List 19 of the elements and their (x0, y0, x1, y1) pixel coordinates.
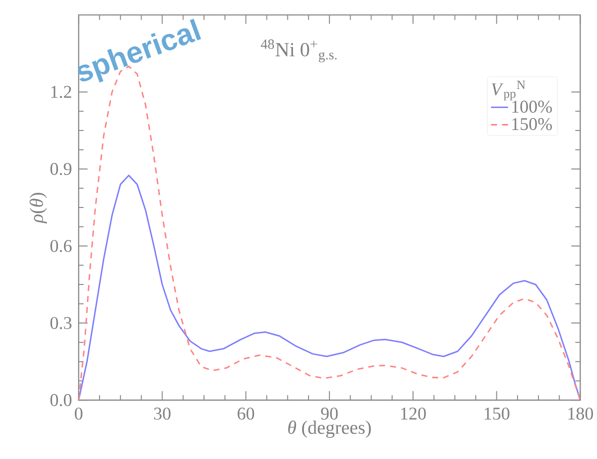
x-tick-label: 0 (74, 408, 82, 420)
y-tick-label: 0.3 (50, 317, 72, 330)
line-series (78, 174, 580, 400)
x-axis-title: θ (degrees) (288, 420, 371, 438)
y-tick-label: 1.2 (51, 86, 72, 98)
y-axis-title: ρ(θ) (30, 192, 47, 224)
y-tick-label: 0.9 (50, 163, 72, 176)
x-tick-label: 60 (238, 408, 254, 420)
x-tick-label: 180 (568, 408, 593, 420)
x-tick-label: 90 (321, 408, 338, 420)
y-tick-label: 0.6 (50, 240, 72, 252)
legend-title: V$_{pp}$N (492, 80, 526, 101)
y-tick-label: 0.0 (50, 394, 72, 406)
x-tick-label: 30 (154, 408, 171, 420)
legend-label: 150% (512, 118, 552, 130)
x-tick-label: 120 (401, 408, 426, 420)
legend-label: 100% (512, 100, 552, 113)
x-tick-label: 150 (484, 408, 510, 420)
text: $^{48}$Ni 0$^{+}$g.s. (260, 40, 337, 62)
